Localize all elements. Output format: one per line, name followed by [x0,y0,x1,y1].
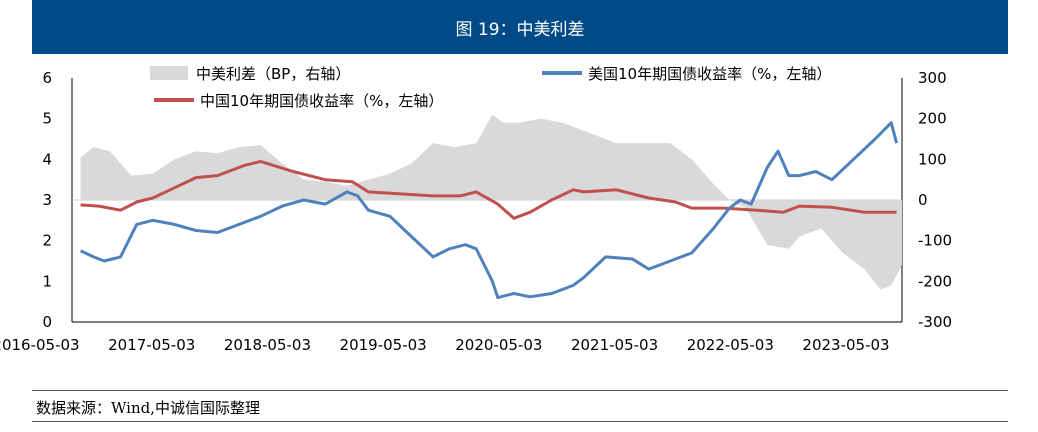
chart-title: 图 19：中美利差 [455,19,585,40]
legend-swatch-spread [150,66,188,80]
x-tick-label: 2021-05-03 [571,336,658,354]
legend-label-spread: 中美利差（BP，右轴） [196,65,350,83]
left-y-tick-label: 6 [42,69,52,87]
right-y-tick-label: 0 [918,191,928,209]
right-y-tick-label: -300 [918,313,952,331]
tick-labels-layer: 0 1 2 3 4 5 6 -300 -200 -100 0 100 200 300 2016-05-03 2… [0,69,952,354]
left-y-tick-label: 4 [42,150,52,168]
x-tick-label: 2020-05-03 [455,336,542,354]
x-tick-label: 2016-05-03 [0,336,80,354]
right-y-tick-label: -200 [918,272,952,290]
x-tick-label: 2017-05-03 [108,336,195,354]
yield-lines-layer [79,121,899,300]
right-y-tick-label: -100 [918,232,952,250]
source-note: 数据来源：Wind,中诚信国际整理 [36,399,260,417]
legend: 中美利差（BP，右轴） 美国10年期国债收益率（%，左轴） 中国10年期国债收益… [150,65,831,110]
chart-header: 图 19：中美利差 [32,0,1008,54]
legend-label-cn: 中国10年期国债收益率（%，左轴） [200,92,443,110]
right-y-tick-label: 300 [918,69,947,87]
left-y-tick-label: 2 [42,232,52,250]
source-top-rule [32,390,1008,391]
x-tick-label: 2023-05-03 [802,336,889,354]
left-y-tick-label: 0 [42,313,52,331]
legend-label-us: 美国10年期国债收益率（%，左轴） [588,65,831,83]
x-tick-label: 2019-05-03 [340,336,427,354]
right-y-tick-label: 200 [918,110,947,128]
us-yield-line [79,121,899,300]
left-y-tick-label: 1 [42,272,52,290]
left-y-tick-label: 3 [42,191,52,209]
x-tick-label: 2022-05-03 [687,336,774,354]
right-y-tick-label: 100 [918,150,947,168]
chart-area: 0 1 2 3 4 5 6 -300 -200 -100 0 100 200 300 2016-05-03 2… [0,65,952,354]
china-yield-line [80,159,897,220]
x-tick-label: 2018-05-03 [224,336,311,354]
left-y-tick-label: 5 [42,110,52,128]
source-bottom-rule [32,421,1008,422]
